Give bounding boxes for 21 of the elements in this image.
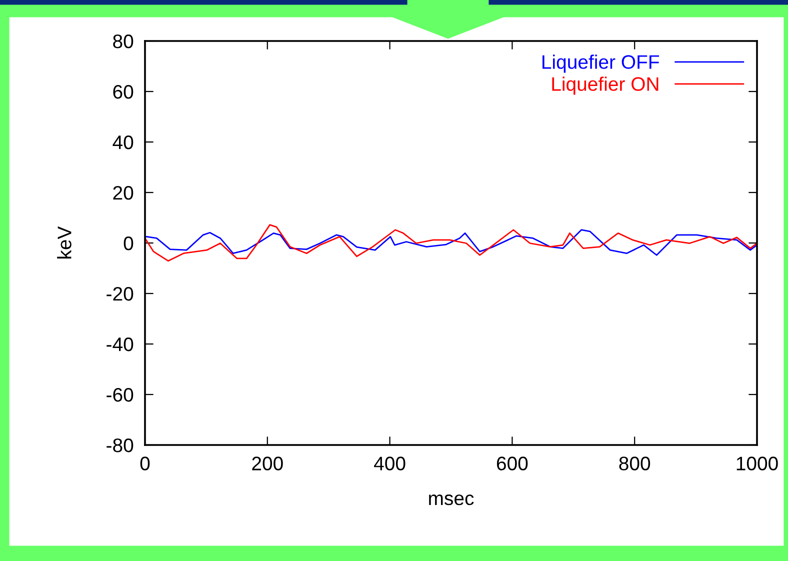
x-tick-label: 0 [140, 456, 150, 470]
line-series [145, 229, 757, 256]
line-series [145, 224, 757, 262]
x-tick-label: 600 [496, 456, 528, 470]
legend-label: Liquefier ON [552, 76, 658, 95]
y-tick-label: -40 [106, 337, 134, 352]
x-tick-label: 200 [252, 456, 283, 470]
y-tick-label: -20 [106, 286, 134, 301]
x-tick-label: 1000 [736, 456, 778, 470]
y-tick-label: -60 [106, 388, 134, 402]
y-tick-label: 0 [124, 236, 134, 250]
y-tick-label: 40 [112, 135, 134, 150]
legend-label: Liquefier OFF [542, 54, 660, 73]
x-tick-label: 800 [619, 456, 650, 470]
y-tick-label: -80 [106, 438, 134, 452]
x-axis-title: msec [429, 494, 474, 506]
y-tick-label: 60 [113, 84, 134, 99]
y-axis-title: keV [57, 226, 72, 258]
y-tick-label: 20 [113, 186, 134, 200]
x-tick-label: 400 [374, 456, 406, 470]
y-tick-label: 80 [113, 34, 134, 48]
